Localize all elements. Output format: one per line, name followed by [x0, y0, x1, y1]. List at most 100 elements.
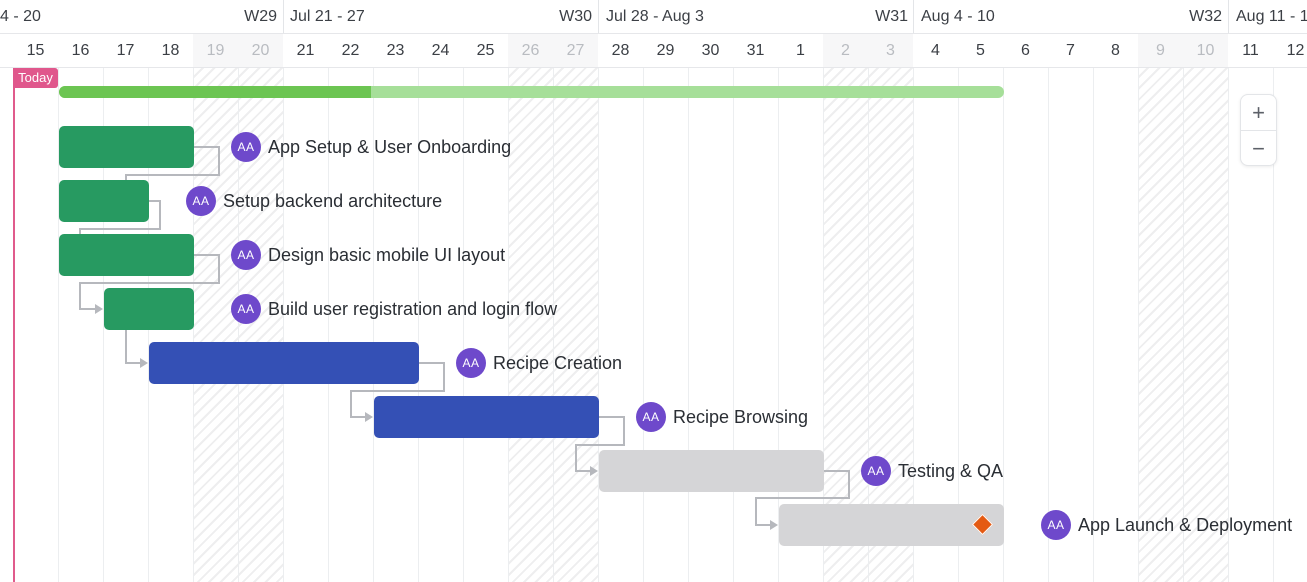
grid-line — [643, 68, 644, 582]
assignee-avatar[interactable]: AA — [231, 294, 261, 324]
grid-line — [238, 68, 239, 582]
task-bar-backend[interactable] — [59, 180, 149, 222]
task-name[interactable]: Setup backend architecture — [223, 191, 443, 211]
grid-line — [688, 68, 689, 582]
grid-line — [1003, 68, 1004, 582]
grid-line — [1228, 68, 1229, 582]
task-name[interactable]: Testing & QA — [898, 461, 1004, 481]
day-cell: 17 — [116, 42, 135, 59]
grid-line — [598, 68, 599, 582]
day-cell: 12 — [1286, 42, 1305, 59]
day-cell: 6 — [1021, 42, 1030, 59]
day-cell: 18 — [161, 42, 180, 59]
day-cell: 31 — [746, 42, 765, 59]
grid-line — [1048, 68, 1049, 582]
day-cell: 3 — [868, 34, 913, 67]
week-range-label: 4 - 20 — [0, 8, 41, 25]
assignee-avatar[interactable]: AA — [231, 132, 261, 162]
day-cell: 7 — [1066, 42, 1075, 59]
day-cell: 19 — [193, 34, 238, 67]
weekend-column — [1138, 68, 1183, 582]
day-header: 15 16 17 18 19 20 21 22 23 24 25 26 27 28 29 30 31 1 2 3 4 5 6… — [0, 33, 1307, 68]
day-cell: 1 — [796, 42, 805, 59]
day-cell: 5 — [976, 42, 985, 59]
day-cell: 21 — [296, 42, 315, 59]
grid-line — [958, 68, 959, 582]
week-number: W32 — [1189, 8, 1222, 25]
assignee-avatar[interactable]: AA — [231, 240, 261, 270]
day-cell: 15 — [26, 42, 45, 59]
grid-line — [1093, 68, 1094, 582]
week-range-label: Jul 28 - Aug 3 — [606, 8, 704, 25]
day-cell: 22 — [341, 42, 360, 59]
task-bar-ui-layout[interactable] — [59, 234, 194, 276]
assignee-avatar[interactable]: AA — [456, 348, 486, 378]
weekend-column — [193, 68, 238, 582]
day-cell: 30 — [701, 42, 720, 59]
task-bar-launch[interactable] — [779, 504, 1004, 546]
assignee-avatar[interactable]: AA — [186, 186, 216, 216]
grid-line — [733, 68, 734, 582]
task-name[interactable]: App Launch & Deployment — [1078, 515, 1293, 535]
grid-line — [553, 68, 554, 582]
week-separator — [598, 0, 599, 33]
week-number: W29 — [244, 8, 277, 25]
day-cell: 24 — [431, 42, 450, 59]
project-progress-bar[interactable] — [59, 86, 1004, 98]
grid-line — [778, 68, 779, 582]
week-separator — [1228, 0, 1229, 33]
grid-line — [913, 68, 914, 582]
grid-line — [508, 68, 509, 582]
task-bar-recipe-creation[interactable] — [149, 342, 419, 384]
day-cell: 8 — [1111, 42, 1120, 59]
week-separator — [913, 0, 914, 33]
weekend-column — [868, 68, 913, 582]
zoom-controls: + − — [1240, 94, 1277, 166]
project-progress-fill — [59, 86, 371, 98]
task-name[interactable]: Recipe Creation — [493, 353, 623, 373]
day-cell: 10 — [1183, 34, 1228, 67]
grid-line — [328, 68, 329, 582]
task-name[interactable]: App Setup & User Onboarding — [268, 137, 512, 157]
grid-line — [1273, 68, 1274, 582]
day-cell: 27 — [553, 34, 598, 67]
day-cell: 25 — [476, 42, 495, 59]
weekend-column — [553, 68, 598, 582]
zoom-in-button[interactable]: + — [1252, 100, 1265, 125]
grid-line — [58, 68, 59, 582]
week-range-label: Aug 4 - 10 — [921, 8, 995, 25]
zoom-out-button[interactable]: − — [1252, 136, 1265, 161]
day-cell: 28 — [611, 42, 630, 59]
grid-line — [1138, 68, 1139, 582]
task-name[interactable]: Recipe Browsing — [673, 407, 809, 427]
day-cell: 20 — [238, 34, 283, 67]
grid-line — [1183, 68, 1184, 582]
day-cell: 29 — [656, 42, 675, 59]
task-name[interactable]: Build user registration and login flow — [268, 299, 558, 319]
grid-line — [283, 68, 284, 582]
day-cell: 9 — [1138, 34, 1183, 67]
task-bar-app-setup[interactable] — [59, 126, 194, 168]
weekend-column — [823, 68, 868, 582]
grid-line — [418, 68, 419, 582]
day-cell: 11 — [1242, 42, 1259, 59]
today-marker[interactable]: Today — [13, 68, 58, 88]
day-cell: 2 — [823, 34, 868, 67]
assignee-avatar[interactable]: AA — [636, 402, 666, 432]
assignee-avatar[interactable]: AA — [1041, 510, 1071, 540]
task-bar-testing[interactable] — [599, 450, 824, 492]
task-bar-recipe-browsing[interactable] — [374, 396, 599, 438]
task-bar-registration[interactable] — [104, 288, 194, 330]
task-name[interactable]: Design basic mobile UI layout — [268, 245, 506, 265]
grid-line — [463, 68, 464, 582]
week-range-label: Jul 21 - 27 — [290, 8, 365, 25]
grid-line — [868, 68, 869, 582]
week-range-label: Aug 11 - 1 — [1236, 8, 1307, 25]
week-separator — [283, 0, 284, 33]
day-cell: 16 — [71, 42, 90, 59]
today-line — [13, 68, 15, 582]
assignee-avatar[interactable]: AA — [861, 456, 891, 486]
weekend-column — [1183, 68, 1228, 582]
